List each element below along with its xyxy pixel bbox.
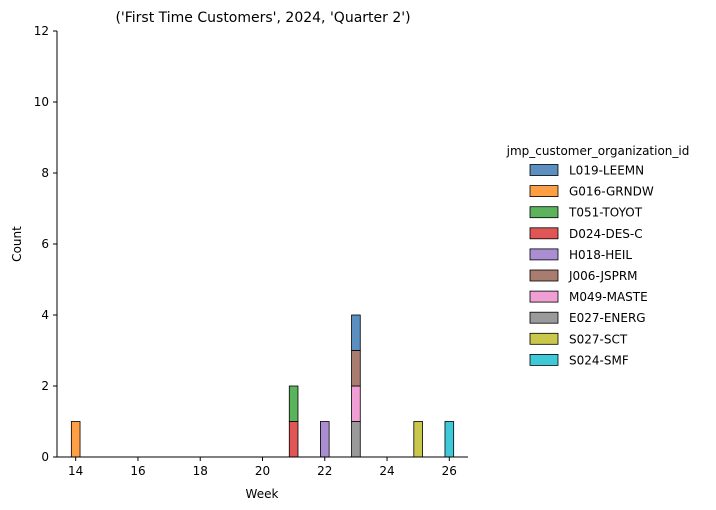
legend-swatch (529, 227, 559, 240)
x-tick-label: 20 (255, 464, 270, 478)
x-tick-label: 16 (130, 464, 145, 478)
legend-swatch (529, 332, 559, 345)
bar-s024-smf (444, 421, 455, 458)
bar-l019-leemn (351, 314, 361, 351)
bar-j006-jsprm (351, 350, 361, 387)
legend-swatch (529, 353, 559, 366)
y-axis: 0 2 4 6 8 10 12 (34, 24, 58, 464)
legend-label: S027-SCT (569, 332, 628, 346)
y-tick-label: 6 (41, 237, 49, 251)
bar-t051-toyot (288, 385, 299, 422)
y-tick-label: 2 (41, 379, 49, 393)
x-axis: 14 16 18 20 22 24 26 (57, 456, 468, 478)
legend-items: L019-LEEMN G016-GRNDW T051-TOYOT D024-DES-C… (529, 164, 654, 367)
legend-title: jmp_customer_organization_id (506, 144, 690, 158)
legend-label: L019-LEEMN (569, 164, 644, 178)
legend-swatch (529, 164, 559, 176)
legend-label: E027-ENERG (569, 311, 646, 325)
plot-area (70, 314, 455, 458)
x-tick-label: 26 (442, 464, 457, 478)
legend-label: G016-GRNDW (569, 185, 654, 199)
bar-e027-energ (351, 421, 361, 458)
y-tick-label: 0 (41, 450, 49, 464)
chart-title: ('First Time Customers', 2024, 'Quarter … (115, 10, 410, 26)
legend-swatch (529, 185, 559, 198)
y-tick-label: 4 (41, 308, 49, 322)
legend-swatch (529, 290, 559, 303)
bar-h018-heil (320, 421, 330, 458)
legend-label: H018-HEIL (569, 248, 632, 262)
legend-swatch (529, 206, 559, 219)
x-tick-label: 22 (317, 464, 332, 478)
y-tick-label: 12 (34, 24, 49, 38)
x-tick-label: 18 (193, 464, 208, 478)
legend-label: D024-DES-C (569, 227, 643, 241)
y-tick-label: 8 (41, 166, 49, 180)
legend-label: S024-SMF (569, 353, 629, 367)
bar-s027-sct (413, 421, 423, 458)
legend-swatch (529, 248, 559, 261)
x-axis-label: Week (246, 487, 279, 501)
legend: jmp_customer_organization_id L019-LEEMN G… (506, 144, 690, 367)
x-tick-label: 24 (379, 464, 394, 478)
legend-swatch (529, 311, 559, 324)
legend-label: T051-TOYOT (568, 206, 643, 220)
legend-label: M049-MASTE (569, 290, 648, 304)
bar-d024-des-c (288, 421, 299, 458)
bar-m049-maste (351, 385, 361, 422)
x-tick-label: 14 (68, 464, 83, 478)
legend-swatch (529, 269, 559, 282)
bar-g016-grndw (70, 421, 81, 458)
y-tick-label: 10 (34, 95, 49, 109)
y-axis-label: Count (10, 226, 24, 262)
legend-label: J006-JSPRM (568, 269, 638, 283)
